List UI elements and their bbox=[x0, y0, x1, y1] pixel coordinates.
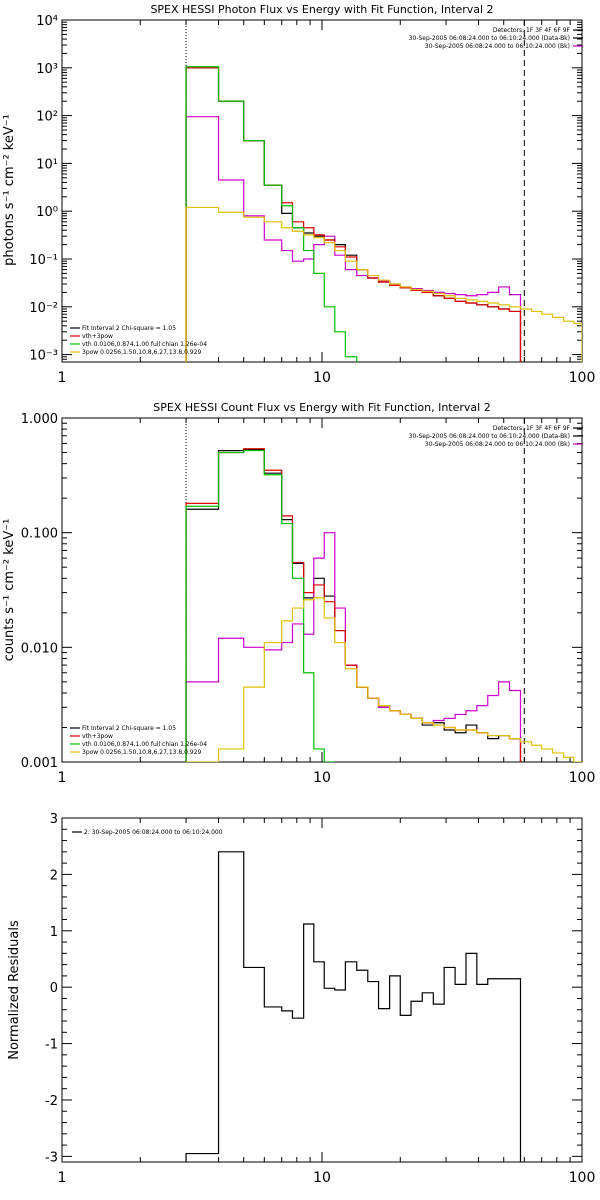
plot-area bbox=[185, 448, 582, 762]
legend-text: 2. 30-Sep-2005 06:08:24.000 to 06:10:24.… bbox=[84, 829, 223, 836]
y-tick-label: 10⁰ bbox=[36, 205, 58, 220]
y-tick-label: 1 bbox=[50, 925, 58, 940]
y-tick-label: 0.001 bbox=[21, 756, 58, 771]
legend-text: 3pow 0.0256,1.50,10.8,6.27,13.8,0.929 bbox=[82, 749, 201, 756]
plot-frame bbox=[61, 817, 583, 1163]
legend-text: Fit Interval 2 Chi-square = 1.05 bbox=[82, 325, 176, 332]
y-tick-label: 10² bbox=[36, 110, 58, 125]
y-tick-label: 1.000 bbox=[21, 412, 58, 427]
legend-text: Fit Interval 2 Chi-square = 1.05 bbox=[82, 725, 176, 732]
legend-text: 30-Sep-2005 06:08:24.000 to 06:10:24.000… bbox=[425, 441, 570, 448]
series-line bbox=[185, 448, 522, 762]
plot-frame bbox=[61, 19, 583, 363]
legend-text: vth+3pow bbox=[82, 733, 113, 740]
x-tick-label: 100 bbox=[569, 770, 596, 786]
series-line bbox=[185, 532, 522, 762]
y-axis-label: counts s⁻¹ cm⁻² keV⁻¹ bbox=[2, 519, 17, 662]
series-line bbox=[185, 449, 335, 762]
y-tick-label: 0.010 bbox=[21, 641, 58, 656]
series-line bbox=[185, 66, 358, 362]
series-line bbox=[185, 67, 522, 362]
y-tick-label: -1 bbox=[45, 1038, 58, 1053]
legend-text: vth 0.0106,0.874,1.00 full chian 1.26e-0… bbox=[82, 341, 207, 348]
series-line bbox=[185, 851, 522, 1162]
legend-text: 30-Sep-2005 06:08:24.000 to 06:10:24.000… bbox=[409, 433, 570, 440]
count-flux-chart: SPEX HESSI Count Flux vs Energy with Fit… bbox=[2, 401, 595, 786]
y-tick-label: 3 bbox=[50, 812, 58, 827]
x-tick-label: 1 bbox=[58, 1170, 67, 1186]
legend-text: vth+3pow bbox=[82, 333, 113, 340]
plot-area bbox=[185, 66, 582, 362]
series-line bbox=[185, 67, 522, 362]
y-tick-label: 10⁴ bbox=[36, 14, 58, 29]
series-line bbox=[186, 597, 582, 762]
x-tick-label: 10 bbox=[313, 370, 331, 386]
x-tick-label: 1 bbox=[58, 770, 67, 786]
y-tick-label: 10⁻³ bbox=[29, 349, 58, 364]
y-tick-label: 0 bbox=[50, 981, 58, 996]
chart-title: SPEX HESSI Photon Flux vs Energy with Fi… bbox=[150, 3, 493, 16]
y-tick-label: 2 bbox=[50, 868, 58, 883]
y-tick-label: 10⁻² bbox=[29, 301, 58, 316]
y-tick-label: -2 bbox=[45, 1094, 58, 1109]
x-tick-label: 1 bbox=[58, 370, 67, 386]
y-tick-label: 10¹ bbox=[36, 157, 58, 172]
chart-title: SPEX HESSI Count Flux vs Energy with Fit… bbox=[153, 401, 490, 414]
plot-frame bbox=[61, 417, 583, 763]
legend-text: 30-Sep-2005 06:08:24.000 to 06:10:24.000… bbox=[425, 43, 570, 50]
series-line bbox=[185, 116, 522, 362]
legend-text: 30-Sep-2005 06:08:24.000 to 06:10:24.000… bbox=[409, 35, 570, 42]
legend-text: Detectors: 1F 3F 4F 6F 9F bbox=[493, 27, 571, 34]
residuals-chart: Normalized Residuals 1 10 100 -3 -2 -1 0 1 2 3 2. … bbox=[7, 812, 595, 1186]
y-tick-label: 10⁻¹ bbox=[29, 253, 58, 268]
y-tick-label: 10³ bbox=[36, 62, 58, 77]
y-tick-label: -3 bbox=[45, 1150, 58, 1165]
x-tick-label: 100 bbox=[569, 370, 596, 386]
y-axis-label: photons s⁻¹ cm⁻² keV⁻¹ bbox=[2, 114, 17, 266]
y-axis-label: Normalized Residuals bbox=[7, 920, 22, 1060]
legend-text: vth 0.0106,0.874,1.00 full chian 1.26e-0… bbox=[82, 741, 207, 748]
y-tick-label: 0.100 bbox=[21, 527, 58, 542]
x-tick-label: 100 bbox=[569, 1170, 596, 1186]
legend-text: Detectors: 1F 3F 4F 6F 9F bbox=[493, 425, 571, 432]
legend-text: 3pow 0.0256,1.50,10.8,6.27,13.8,0.929 bbox=[82, 349, 201, 356]
photon-flux-chart: SPEX HESSI Photon Flux vs Energy with Fi… bbox=[2, 3, 595, 386]
x-tick-label: 10 bbox=[313, 770, 331, 786]
x-tick-label: 10 bbox=[313, 1170, 331, 1186]
plot-area bbox=[185, 851, 522, 1162]
series-line bbox=[185, 206, 582, 362]
series-line bbox=[185, 449, 522, 762]
